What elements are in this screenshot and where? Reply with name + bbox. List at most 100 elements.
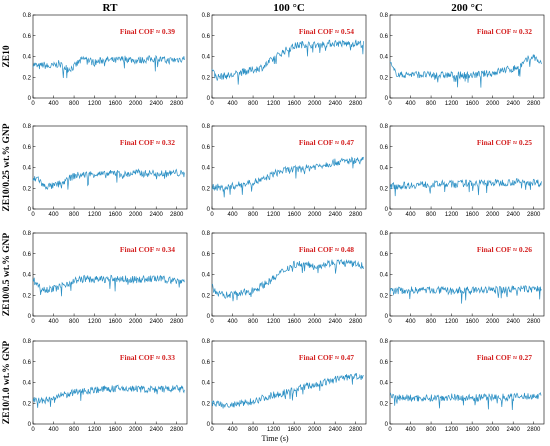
x-tick-label: 400: [406, 427, 417, 433]
y-tick-label: 0.6: [380, 34, 389, 40]
x-tick-label: 1200: [445, 427, 459, 433]
y-tick-label: 0.4: [23, 273, 32, 279]
y-tick-label: 0.8: [23, 13, 32, 19]
x-tick-label: 2400: [150, 427, 164, 433]
final-cof-annotation: Final COF ≈ 0.32: [477, 27, 532, 36]
x-tick-label: 400: [406, 101, 417, 107]
final-cof-annotation: Final COF ≈ 0.34: [120, 245, 175, 254]
y-tick-label: 0.6: [23, 145, 32, 151]
x-tick-label: 800: [248, 427, 259, 433]
x-tick-label: 2400: [150, 101, 164, 107]
final-cof-annotation: Final COF ≈ 0.27: [477, 353, 532, 362]
x-tick-label: 1600: [465, 319, 479, 325]
x-tick-label: 0: [31, 101, 35, 107]
x-tick-label: 2800: [349, 212, 363, 218]
plot-frame: [32, 14, 188, 99]
y-tick-label: 0.8: [202, 124, 211, 130]
y-tick-label: 0.4: [23, 55, 32, 61]
x-tick-label: 400: [49, 319, 60, 325]
y-tick-label: 0.6: [23, 34, 32, 40]
x-tick-label: 800: [69, 101, 80, 107]
x-tick-label: 2000: [486, 319, 500, 325]
y-tick-label: 0: [28, 96, 32, 102]
y-tick-label: 0.8: [202, 339, 211, 345]
y-tick-label: 0.6: [202, 145, 211, 151]
x-tick-label: 1600: [108, 319, 122, 325]
x-tick-label: 2800: [527, 101, 541, 107]
x-tick-label: 2400: [507, 427, 521, 433]
x-tick-label: 800: [69, 427, 80, 433]
x-tick-label: 2800: [170, 427, 184, 433]
y-tick-label: 0.4: [23, 381, 32, 387]
y-tick-label: 0.2: [23, 401, 32, 407]
x-tick-label: 1600: [108, 101, 122, 107]
y-tick-label: 0: [385, 422, 389, 428]
x-tick-label: 800: [248, 101, 259, 107]
x-tick-label: 1200: [267, 212, 281, 218]
y-tick-label: 0.4: [380, 55, 389, 61]
y-tick-label: 0: [207, 422, 211, 428]
x-tick-label: 800: [248, 319, 259, 325]
y-tick-label: 0.6: [380, 252, 389, 258]
x-tick-label: 2400: [329, 427, 343, 433]
x-tick-label: 400: [228, 101, 239, 107]
y-tick-label: 0.8: [23, 124, 32, 130]
x-tick-label: 2800: [527, 427, 541, 433]
y-tick-label: 0.2: [23, 293, 32, 299]
cof-series-line: [389, 285, 542, 304]
final-cof-annotation: Final COF ≈ 0.32: [120, 138, 175, 147]
row-label: ZE10/0.5 wt.% GNP: [2, 233, 12, 317]
plot-frame: [389, 340, 545, 425]
y-tick-label: 0.8: [23, 339, 32, 345]
x-tick-label: 2000: [308, 101, 322, 107]
x-tick-label: 2000: [308, 212, 322, 218]
plot-frame: [389, 232, 545, 317]
y-tick-label: 0.4: [23, 166, 32, 172]
plot-frame: [32, 340, 188, 425]
final-cof-annotation: Final COF ≈ 0.47: [299, 138, 354, 147]
plot-frame: [32, 232, 188, 317]
y-tick-label: 0.8: [380, 339, 389, 345]
x-tick-label: 1200: [267, 101, 281, 107]
x-tick-label: 2000: [129, 101, 143, 107]
x-tick-label: 400: [228, 212, 239, 218]
y-tick-label: 0.4: [202, 273, 211, 279]
y-tick-label: 0: [385, 96, 389, 102]
x-tick-label: 2400: [150, 319, 164, 325]
y-tick-label: 0: [28, 314, 32, 320]
x-tick-label: 800: [248, 212, 259, 218]
row-label: ZE10/1.0 wt.% GNP: [2, 341, 12, 425]
column-title: RT: [103, 2, 119, 14]
x-tick-label: 800: [426, 101, 437, 107]
y-tick-label: 0: [28, 422, 32, 428]
plot-frame: [389, 125, 545, 210]
y-tick-label: 0.8: [202, 231, 211, 237]
x-tick-label: 2000: [486, 427, 500, 433]
y-tick-label: 0.6: [202, 360, 211, 366]
y-tick-label: 0.6: [23, 360, 32, 366]
cof-series-line: [32, 384, 185, 408]
plot-frame: [211, 340, 367, 425]
y-tick-label: 0.8: [380, 124, 389, 130]
y-tick-label: 0.2: [380, 293, 389, 299]
y-tick-label: 0.8: [380, 13, 389, 19]
x-tick-label: 1200: [88, 427, 102, 433]
final-cof-annotation: Final COF ≈ 0.26: [477, 245, 532, 254]
x-tick-label: 800: [69, 212, 80, 218]
x-tick-label: 2000: [308, 427, 322, 433]
y-tick-label: 0: [207, 314, 211, 320]
x-tick-label: 0: [31, 319, 35, 325]
x-tick-label: 2800: [170, 101, 184, 107]
x-tick-label: 1600: [287, 319, 301, 325]
final-cof-annotation: Final COF ≈ 0.33: [120, 353, 175, 362]
x-tick-label: 2000: [308, 319, 322, 325]
x-tick-label: 0: [210, 319, 214, 325]
cof-series-line: [389, 392, 542, 411]
y-tick-label: 0.2: [380, 186, 389, 192]
x-tick-label: 400: [228, 427, 239, 433]
x-tick-label: 1600: [108, 427, 122, 433]
x-tick-label: 0: [210, 212, 214, 218]
x-tick-label: 400: [49, 212, 60, 218]
final-cof-annotation: Final COF ≈ 0.54: [299, 27, 354, 36]
x-tick-label: 1600: [287, 212, 301, 218]
